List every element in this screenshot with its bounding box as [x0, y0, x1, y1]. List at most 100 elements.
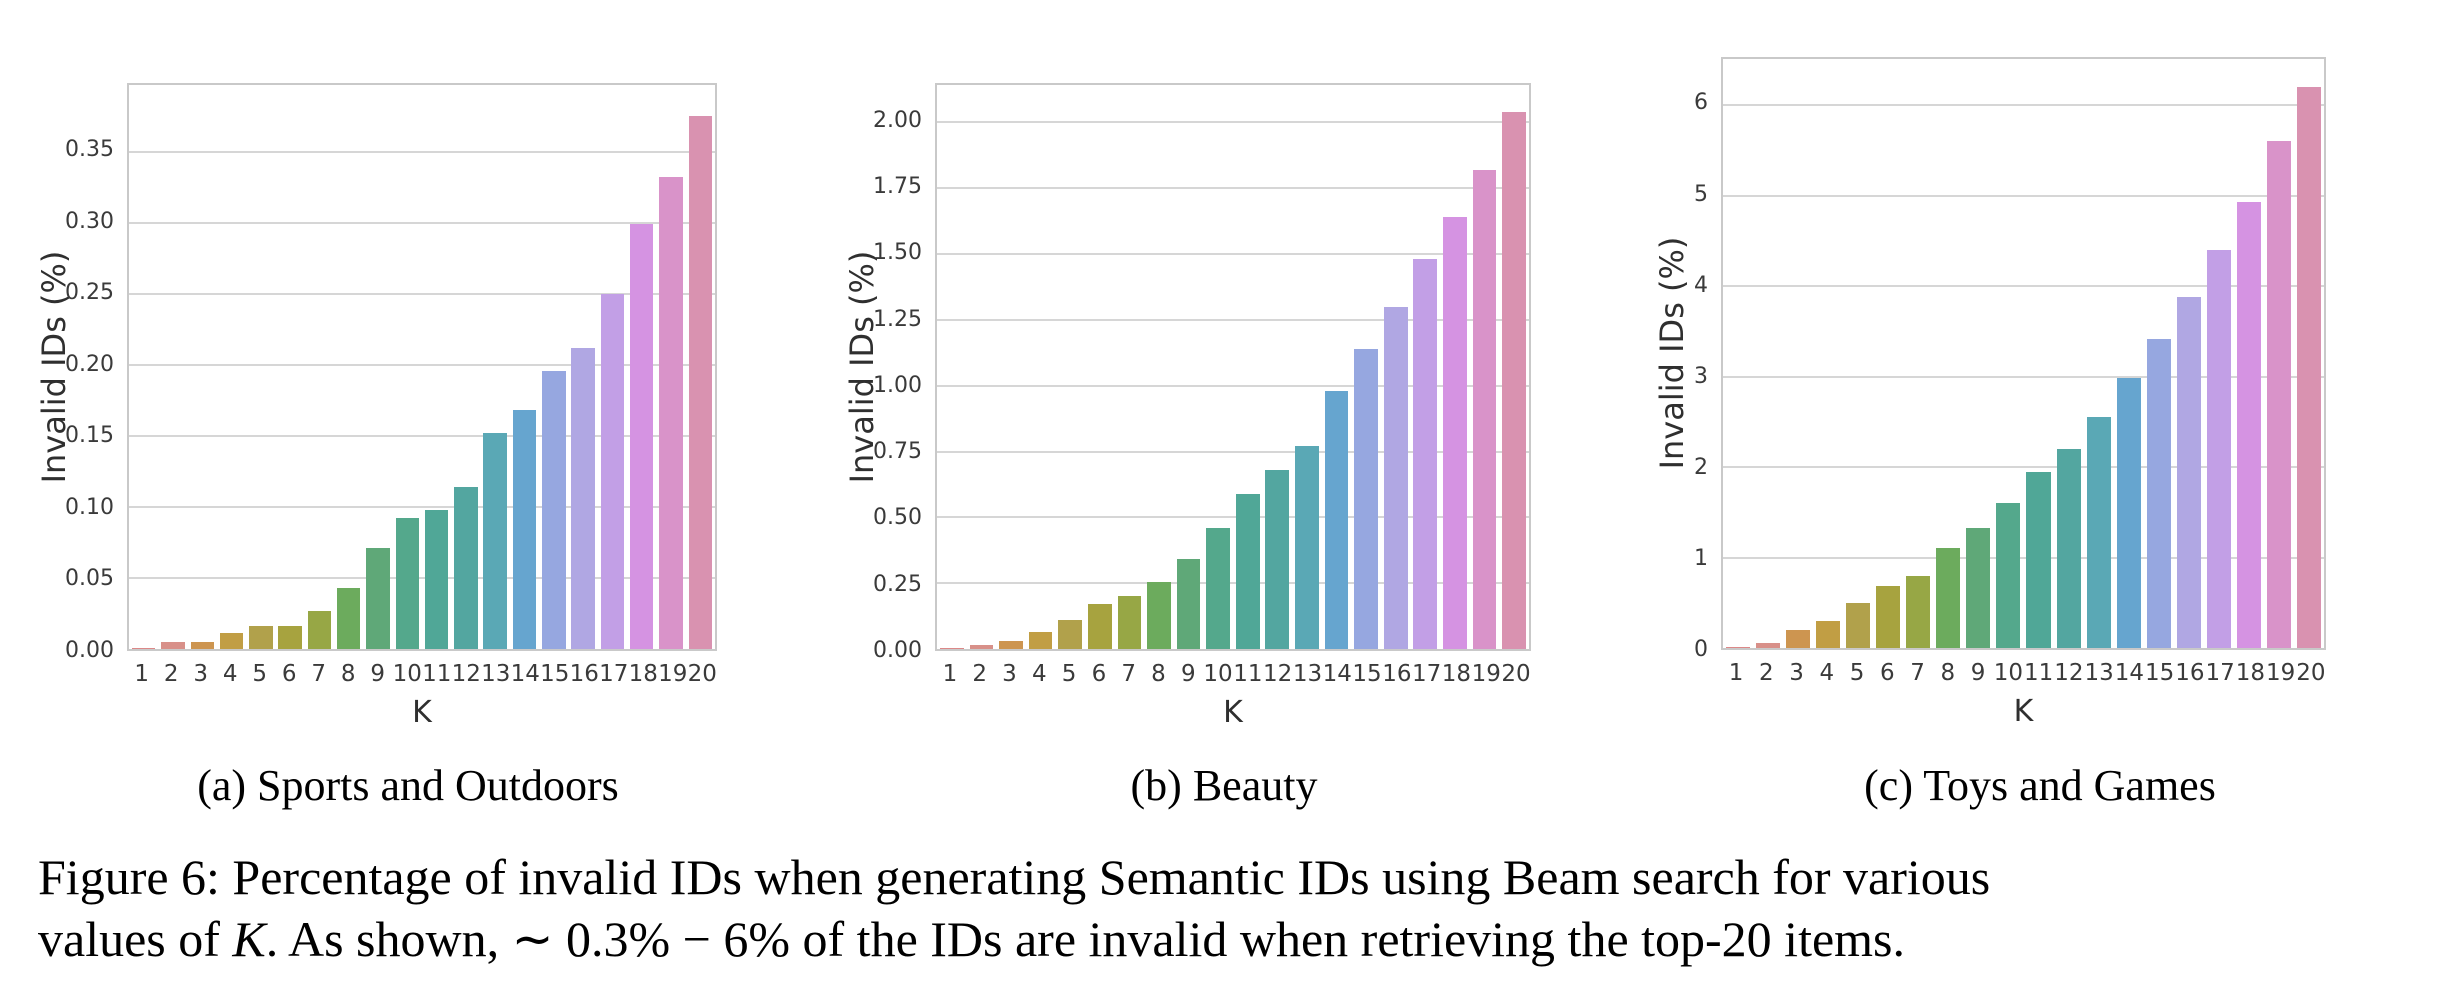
bar-k1	[939, 647, 964, 649]
gridline	[1723, 194, 2324, 197]
bar-k5	[1846, 602, 1871, 648]
bar-k11	[1235, 493, 1260, 649]
x-tick-label: 3	[1002, 661, 1017, 687]
x-tick-label: 15	[540, 661, 570, 687]
bar-slot	[1115, 85, 1145, 649]
bar-slot	[188, 85, 217, 649]
y-tick-label: 3	[1694, 363, 1708, 389]
y-tick-label: 5	[1694, 181, 1708, 207]
bar-slot	[1440, 85, 1470, 649]
gridline	[937, 121, 1529, 124]
gridline	[1723, 375, 2324, 378]
x-tick-label: 3	[193, 661, 209, 687]
x-tick-label: 16	[569, 661, 599, 687]
y-tick-label: 0.05	[65, 566, 114, 592]
y-tick-label: 0.20	[65, 351, 114, 377]
bar-k9	[1176, 559, 1201, 649]
x-tick-label: 8	[340, 661, 356, 687]
x-tick-label: 4	[222, 661, 238, 687]
x-tick-label: 18	[628, 661, 658, 687]
x-tick-label: 6	[1880, 660, 1895, 686]
x-tick-label: 1	[134, 661, 150, 687]
bar-k14	[1324, 390, 1349, 649]
bar-slot	[275, 85, 304, 649]
bar-k10	[1206, 527, 1230, 649]
bar-slot	[422, 85, 451, 649]
y-tick-label: 4	[1694, 272, 1708, 298]
bar-slot	[2023, 59, 2053, 648]
x-tick-label: 6	[1091, 661, 1107, 687]
x-tick-label: 17	[2205, 660, 2235, 686]
gridline	[937, 582, 1529, 585]
bar-slot	[686, 85, 715, 649]
bar-k11	[2026, 471, 2051, 648]
bar-k9	[1966, 527, 1991, 648]
x-tick-label: 13	[1292, 661, 1323, 687]
bar-slot	[1723, 59, 1753, 648]
bar-slot	[1903, 59, 1933, 648]
x-tick-label: 2	[1759, 660, 1774, 686]
bar-slot	[1963, 59, 1993, 648]
bar-slot	[1174, 85, 1204, 649]
gridline	[129, 434, 715, 437]
bar-k13	[2086, 417, 2111, 648]
y-tick-label: 0.00	[873, 638, 922, 663]
x-tick-label: 15	[2144, 660, 2175, 686]
y-tick-label: 0.25	[873, 571, 922, 597]
x-tick-label: 2	[163, 661, 179, 687]
x-tick-label: 1	[1728, 660, 1744, 686]
bar-k6	[1087, 604, 1112, 649]
y-tick-label: 0.15	[65, 423, 114, 449]
gridline	[937, 450, 1529, 453]
bar-k15	[542, 370, 566, 649]
y-tick-label: 0.25	[65, 280, 114, 306]
x-tick-label: 16	[2175, 660, 2205, 686]
bar-k16	[1383, 306, 1408, 649]
x-tick-label: 7	[1910, 660, 1925, 686]
x-tick-label: 1	[942, 661, 958, 687]
y-tick-label: 1	[1694, 545, 1708, 571]
gridline	[937, 187, 1529, 190]
bar-k10	[395, 518, 420, 649]
bar-slot	[451, 85, 480, 649]
bar-k19	[659, 177, 683, 649]
bar-k9	[366, 548, 390, 649]
x-tick-label: 14	[1322, 661, 1352, 687]
x-axis-ticks: 1 2 3 4 5 6 7 8 9 10 11 12 13 14 15 16 17 18 19 20	[935, 661, 1531, 687]
bar-slot	[1026, 85, 1056, 649]
bar-slot	[2234, 59, 2264, 648]
bar-slot	[129, 85, 158, 649]
x-tick-label: 8	[1151, 661, 1166, 687]
gridlines	[129, 85, 715, 649]
x-tick-label: 17	[599, 661, 629, 687]
x-axis-ticks: 1 2 3 4 5 6 7 8 9 10 11 12 13 14 15 16 17 18 19 20	[1721, 660, 2326, 686]
bar-k8	[1936, 548, 1961, 648]
bar-k12	[454, 487, 478, 649]
x-tick-label: 8	[1940, 660, 1956, 686]
bars	[937, 85, 1529, 649]
bar-slot	[539, 85, 568, 649]
bar-slot	[305, 85, 334, 649]
bar-slot	[158, 85, 187, 649]
bar-slot	[1292, 85, 1322, 649]
chart-panel-sports-and-outdoors: Invalid IDs (%) 0.00 0.05 0.10 0.15 0.20 0.25…	[0, 0, 816, 840]
x-tick-label: 9	[1180, 661, 1196, 687]
x-tick-label: 19	[1471, 661, 1501, 687]
bar-slot	[1203, 85, 1233, 649]
bar-slot	[510, 85, 539, 649]
bar-slot	[937, 85, 967, 649]
bar-slot	[598, 85, 627, 649]
x-tick-label: 4	[1819, 660, 1835, 686]
figure-caption-line2: values of K. As shown, ∼ 0.3% − 6% of th…	[38, 911, 1905, 967]
y-tick-label: 1.50	[873, 240, 922, 266]
bar-slot	[481, 85, 510, 649]
x-tick-label: 15	[1352, 661, 1382, 687]
x-tick-label: 7	[1121, 661, 1136, 687]
bar-slot	[1783, 59, 1813, 648]
gridline	[129, 221, 715, 224]
y-tick-label: 2.00	[873, 107, 922, 133]
bar-slot	[334, 85, 363, 649]
y-tick-label: 0.35	[65, 137, 114, 163]
bar-slot	[1411, 85, 1441, 649]
bar-k13	[483, 433, 507, 649]
